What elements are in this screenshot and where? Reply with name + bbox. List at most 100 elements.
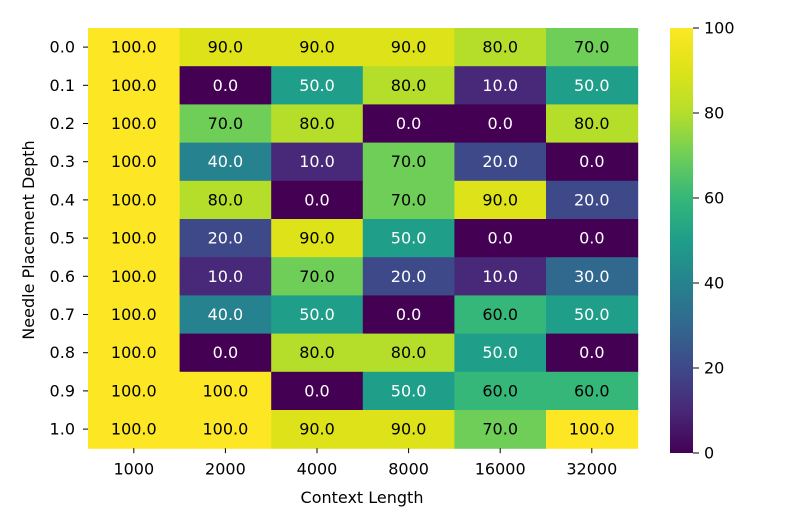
heatmap-cell-label: 70.0 — [574, 38, 610, 57]
x-axis: 1000 2000 4000 8000 16000 32000 — [113, 448, 617, 479]
heatmap-cell — [362, 371, 455, 411]
heatmap-cell-label: 70.0 — [299, 267, 335, 286]
y-tick-label: 0.8 — [50, 343, 75, 362]
heatmap-cell — [179, 257, 272, 296]
x-tick-label: 4000 — [297, 460, 338, 479]
heatmap-cell — [546, 142, 639, 182]
heatmap-cell-label: 90.0 — [299, 420, 335, 439]
heatmap-cell — [546, 180, 639, 220]
heatmap-cell — [179, 410, 272, 449]
heatmap-cell — [362, 28, 455, 67]
heatmap-cell — [546, 410, 639, 449]
heatmap-cell-label: 100.0 — [111, 114, 157, 133]
colorbar-gradient — [670, 28, 693, 453]
heatmap-cell — [454, 28, 547, 67]
heatmap-cell — [88, 28, 181, 67]
heatmap-cell-label: 100.0 — [111, 38, 157, 57]
heatmap-cell-label: 70.0 — [482, 420, 518, 439]
heatmap-cell — [88, 410, 181, 449]
heatmap-cell-label: 0.0 — [213, 76, 238, 95]
colorbar-tick-label: 0 — [704, 444, 714, 463]
heatmap-cell — [88, 257, 181, 296]
heatmap-cell — [454, 333, 547, 373]
heatmap-cell — [271, 104, 364, 144]
heatmap-cell-label: 10.0 — [208, 267, 244, 286]
heatmap-cell-label: 80.0 — [208, 190, 244, 209]
heatmap-cell-label: 50.0 — [574, 76, 610, 95]
y-tick-label: 0.7 — [50, 305, 75, 324]
heatmap-cell-label: 100.0 — [111, 305, 157, 324]
heatmap-cell-label: 80.0 — [574, 114, 610, 133]
heatmap-cells — [88, 28, 639, 449]
heatmap-cell — [88, 180, 181, 220]
heatmap-cell-label: 50.0 — [391, 381, 427, 400]
heatmap-cell — [546, 333, 639, 373]
heatmap-cell — [179, 28, 272, 67]
heatmap-cell — [179, 371, 272, 411]
heatmap-cell — [179, 295, 272, 335]
heatmap-cell — [271, 28, 364, 67]
x-tick-label: 8000 — [388, 460, 429, 479]
heatmap-cell — [271, 295, 364, 335]
heatmap-cell — [179, 333, 272, 373]
heatmap-cell-label: 60.0 — [482, 381, 518, 400]
heatmap-cell-label: 50.0 — [299, 305, 335, 324]
heatmap-cell-label: 90.0 — [391, 38, 427, 57]
heatmap-cell — [271, 180, 364, 220]
heatmap-cell-label: 80.0 — [299, 114, 335, 133]
heatmap-cell — [546, 219, 639, 258]
heatmap-cell-label: 100.0 — [202, 420, 248, 439]
heatmap-cell — [454, 66, 547, 105]
heatmap-cell — [179, 180, 272, 220]
heatmap-cell — [362, 219, 455, 258]
heatmap-cell-label: 100.0 — [111, 381, 157, 400]
heatmap-cell-label: 20.0 — [208, 229, 244, 248]
y-tick-label: 0.3 — [50, 152, 75, 171]
heatmap-cell — [362, 410, 455, 449]
heatmap-cell-label: 0.0 — [579, 229, 604, 248]
colorbar-tick-label: 80 — [704, 104, 724, 123]
heatmap-cell — [454, 180, 547, 220]
heatmap-cell-label: 0.0 — [487, 229, 512, 248]
y-tick-label: 0.9 — [50, 381, 75, 400]
heatmap-cell-label: 60.0 — [574, 381, 610, 400]
y-axis-label: Needle Placement Depth — [19, 140, 38, 339]
heatmap-cell — [271, 371, 364, 411]
heatmap-cell-label: 0.0 — [487, 114, 512, 133]
x-axis-label: Context Length — [301, 488, 424, 507]
heatmap-cell — [179, 142, 272, 182]
heatmap-cell-label: 50.0 — [574, 305, 610, 324]
x-tick-label: 2000 — [205, 460, 246, 479]
heatmap-cell — [454, 104, 547, 144]
heatmap-cell-labels: 100.0 90.0 90.0 90.0 80.0 70.0 100.0 0.0 50.0 80.… — [111, 38, 615, 439]
heatmap-cell — [546, 371, 639, 411]
heatmap-cell-label: 0.0 — [304, 381, 329, 400]
heatmap-cell-label: 100.0 — [202, 381, 248, 400]
heatmap-cell-label: 100.0 — [111, 229, 157, 248]
heatmap-cell-label: 100.0 — [111, 343, 157, 362]
heatmap-cell-label: 20.0 — [391, 267, 427, 286]
heatmap-cell — [546, 257, 639, 296]
heatmap-cell-label: 100.0 — [111, 267, 157, 286]
heatmap-cell — [179, 104, 272, 144]
y-tick-label: 0.6 — [50, 267, 75, 286]
y-tick-label: 0.2 — [50, 114, 75, 133]
heatmap-cell-label: 100.0 — [111, 76, 157, 95]
heatmap-cell — [454, 371, 547, 411]
heatmap-cell-label: 90.0 — [299, 38, 335, 57]
colorbar-tick-label: 40 — [704, 274, 724, 293]
heatmap-cell — [271, 333, 364, 373]
y-tick-label: 1.0 — [50, 420, 75, 439]
heatmap-cell-label: 50.0 — [299, 76, 335, 95]
heatmap-cell-label: 60.0 — [482, 305, 518, 324]
heatmap-cell — [454, 219, 547, 258]
heatmap-cell — [362, 142, 455, 182]
heatmap-cell — [271, 66, 364, 105]
colorbar-tick-label: 20 — [704, 359, 724, 378]
y-tick-label: 0.0 — [50, 38, 75, 57]
heatmap-cell — [362, 66, 455, 105]
heatmap-cell-label: 0.0 — [396, 114, 421, 133]
x-tick-label: 1000 — [113, 460, 154, 479]
heatmap-cell — [362, 180, 455, 220]
